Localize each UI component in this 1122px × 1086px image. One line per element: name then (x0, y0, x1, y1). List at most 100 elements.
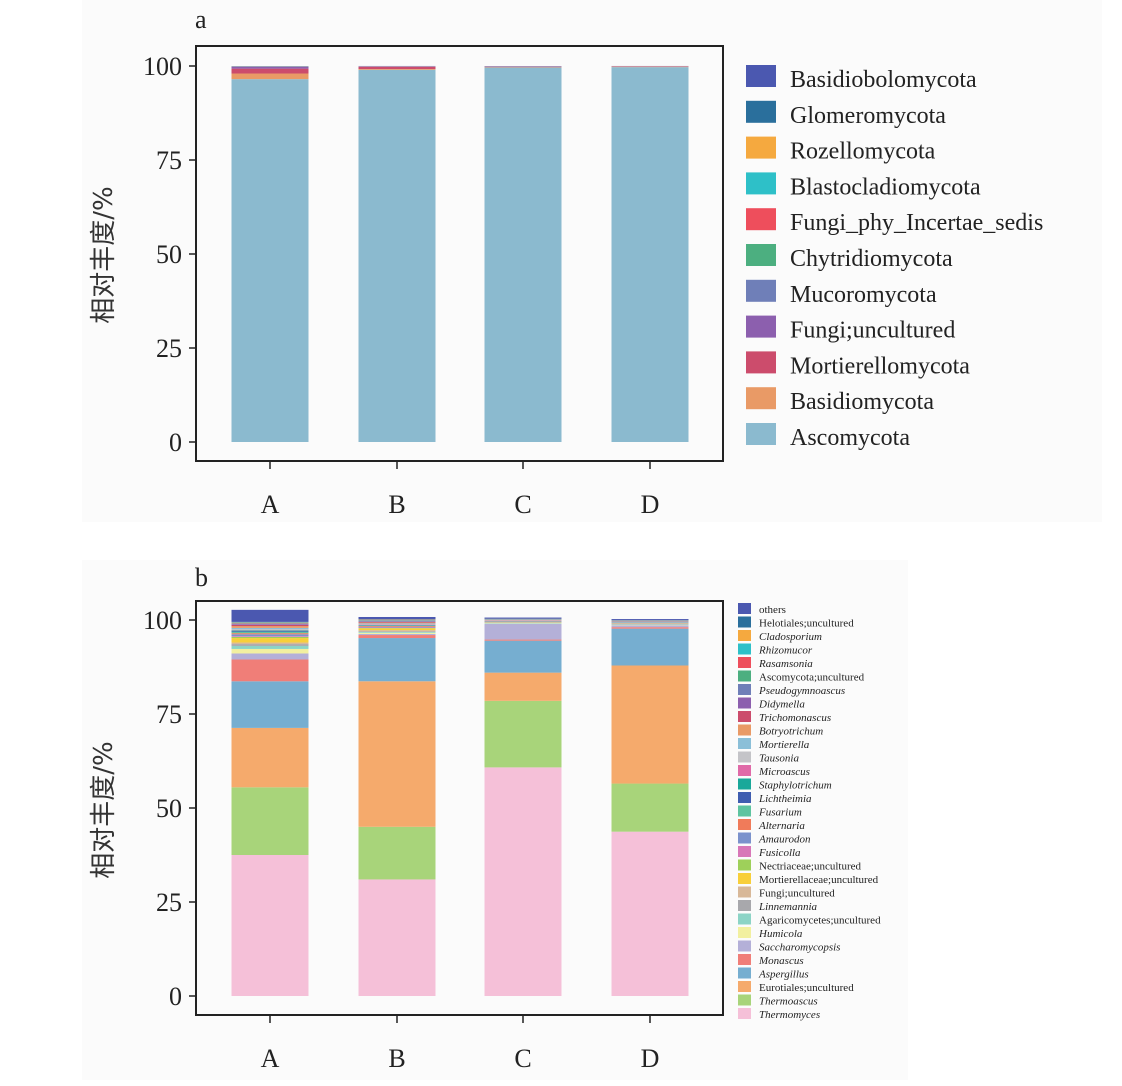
bar-segment-A-thermomyces (231, 855, 309, 996)
bar-segment-B-thermoascus (358, 826, 436, 880)
legend-swatch (738, 751, 751, 763)
legend-item-label: Tausonia (759, 753, 799, 765)
panel-a: a 相对丰度/% 0 25 50 75 100 A B C D Basidiobolomyco… (82, 0, 1102, 522)
legend-item-label: Helotiales;uncultured (759, 618, 854, 630)
legend-swatch (738, 886, 751, 898)
chart-b: b 相对丰度/% 0 25 50 75 100 A B C D others Helotiale… (89, 563, 881, 1073)
legend-item-label: Rozellomycota (790, 139, 936, 165)
bar-segment-B-agaricomycetes-uncultured (358, 632, 436, 633)
legend-swatch (738, 819, 751, 830)
legend-item-label: Rhizomucor (758, 645, 813, 657)
bar-segment-B-trichomonascus (358, 621, 436, 623)
bar-segment-A-fungi-uncultured (231, 642, 309, 645)
legend-swatch (746, 208, 776, 231)
legend-swatch (746, 100, 776, 123)
legend-item-label: Monascus (758, 955, 804, 967)
y-tick-label: 75 (156, 146, 182, 175)
bar-segment-B-mortierellaceae-uncultured (358, 628, 436, 631)
bar-segment-B-alternaria (358, 626, 436, 627)
legend-swatch (738, 832, 751, 844)
bars-b (231, 609, 689, 996)
x-tick-label-a: A (261, 1044, 280, 1073)
legend-item-label: Fusicolla (758, 847, 801, 859)
legend-item-label: Staphylotrichum (759, 780, 832, 792)
legend-swatch (746, 244, 776, 266)
bar-segment-A-monascus (231, 659, 309, 682)
y-axis-label-a: 相对丰度/% (89, 186, 119, 323)
legend-item-label: Nectriaceae;uncultured (759, 861, 861, 873)
y-tick-label: 25 (156, 888, 182, 917)
bar-segment-A-mortierellaceae-uncultured (231, 638, 309, 643)
legend-item-label: Mucoromycota (790, 282, 937, 308)
legend-swatch (738, 1008, 751, 1019)
x-tick-label-b: B (388, 1044, 405, 1073)
legend-swatch (738, 994, 751, 1006)
legend-item-label: Trichomonascus (759, 712, 831, 724)
bar-segment-D-eurotiales-uncultured (611, 665, 689, 784)
legend-swatch (738, 630, 751, 641)
bar-segment-A-eurotiales-uncultured (231, 727, 309, 788)
bar-segment-A-amaurodon (231, 634, 309, 637)
legend-item-label: Glomeromycota (790, 103, 946, 129)
bar-segment-B-mortierella (358, 623, 436, 625)
bar-segment-A-basidiomycota (231, 73, 309, 80)
legend-swatch (738, 778, 751, 790)
legend-swatch (738, 967, 751, 979)
bar-segment-A-botryotrichum (231, 626, 309, 628)
bars-a (231, 65, 689, 443)
legend-item-label: Fusarium (758, 807, 802, 819)
legend-swatch (738, 792, 751, 803)
legend-item-label: Botryotrichum (759, 726, 823, 738)
legend-swatch (738, 873, 751, 884)
bar-segment-C-saccharomycopsis (484, 623, 562, 640)
legend-swatch (738, 711, 751, 722)
legend-swatch (738, 900, 751, 911)
bar-segment-B-eurotiales-uncultured (358, 681, 436, 827)
legend-swatch (738, 765, 751, 776)
y-tick-label: 0 (169, 428, 182, 457)
bar-segment-D-thermomyces (611, 831, 689, 996)
legend-swatch (738, 697, 751, 709)
bar-segment-D-others (611, 619, 689, 621)
bar-segment-A-mortierella (231, 627, 309, 630)
bar-segment-A-lichtheimia (231, 631, 309, 633)
y-ticks-b: 0 25 50 75 100 (143, 606, 196, 1011)
x-tick-label-d: D (641, 1044, 660, 1073)
legend-item-label: Saccharomycopsis (759, 942, 840, 954)
x-tick-label-a: A (261, 490, 280, 519)
bar-segment-D-aspergillus (611, 628, 689, 666)
bar-segment-C-thermomyces (484, 767, 562, 996)
legend-swatch (738, 913, 751, 925)
legend-item-label: Thermoascus (759, 996, 818, 1008)
legend-item-label: others (759, 604, 786, 616)
bar-segment-B-humicola (358, 632, 436, 634)
bar-segment-B-mortierellomycota (358, 66, 436, 70)
bar-segment-A-ascomycota (231, 79, 309, 442)
x-tick-label-c: C (514, 1044, 531, 1073)
legend-item-label: Lichtheimia (758, 793, 812, 805)
legend-swatch (746, 423, 776, 445)
legend-swatch (738, 927, 751, 938)
bar-segment-B-basidiomycota (358, 69, 436, 70)
x-tick-label-c: C (514, 490, 531, 519)
legend-item-label: Cladosporium (759, 631, 822, 643)
bar-segment-C-others (484, 617, 562, 619)
bar-segment-A-others (231, 609, 309, 622)
bar-segment-B-thermomyces (358, 879, 436, 996)
legend-swatch (738, 805, 751, 817)
bar-segment-B-monascus (358, 635, 436, 639)
bar-segment-A-aspergillus (231, 681, 309, 728)
legend-swatch (738, 684, 751, 695)
legend-item-label: Humicola (758, 928, 803, 940)
legend-item-label: Basidiobolomycota (790, 67, 977, 93)
bar-segment-A-saccharomycopsis (231, 653, 309, 660)
bar-segment-A-trichomonascus (231, 624, 309, 627)
panel-b: b 相对丰度/% 0 25 50 75 100 A B C D others Helotiale… (82, 560, 908, 1080)
legend-swatch (738, 616, 751, 628)
y-ticks-a: 0 25 50 75 100 (143, 52, 196, 457)
bar-segment-C-ascomycota (484, 67, 562, 442)
bar-segment-D-thermoascus (611, 783, 689, 832)
legend-swatch (738, 643, 751, 655)
legend-item-label: Mortierellaceae;uncultured (759, 874, 879, 886)
bar-segment-A-humicola (231, 648, 309, 654)
